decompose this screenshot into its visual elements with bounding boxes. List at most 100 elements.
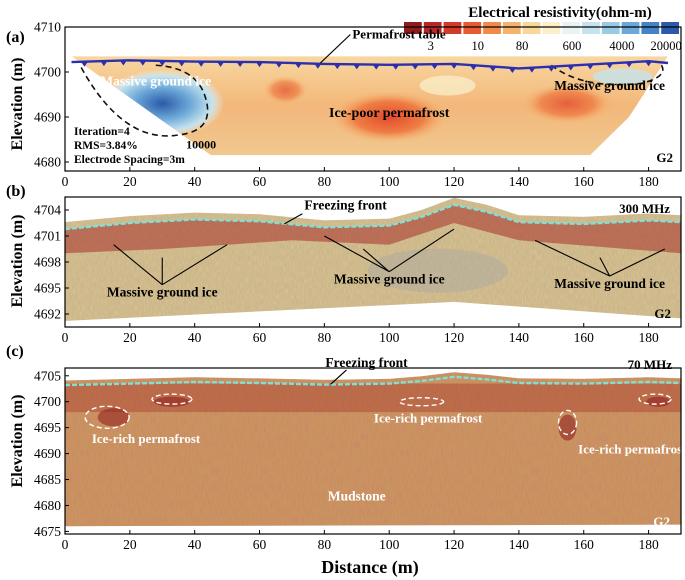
permafrost-table-marker xyxy=(314,63,322,69)
ice-rich-reflection xyxy=(153,396,190,407)
colorbar-cell xyxy=(404,22,422,34)
colorbar: Electrical resistivity(ohm-m) 3 10 80 600 40… xyxy=(404,5,682,53)
panel-b-site-label: G2 xyxy=(654,306,671,321)
colorbar-cell xyxy=(562,22,581,34)
ice-rich-reflection xyxy=(646,396,671,407)
colorbar-cell xyxy=(582,22,600,34)
y-tick-label: 4700 xyxy=(34,65,61,80)
x-tick-label: 120 xyxy=(444,537,465,552)
permafrost-table-marker xyxy=(119,60,127,66)
permafrost-table-marker xyxy=(158,60,166,66)
x-axis-label: Distance (m) xyxy=(321,557,418,578)
y-tick-label: 4704 xyxy=(34,203,61,218)
permafrost-table-marker xyxy=(256,62,264,68)
permafrost-table-marker xyxy=(431,64,439,70)
x-tick-label: 20 xyxy=(123,330,137,345)
permafrost-table-line xyxy=(71,59,669,70)
panel-c-plot-area: Freezing front Ice-rich permafrost Ice-ric… xyxy=(64,355,685,527)
panel-a-label: (a) xyxy=(6,29,25,46)
permafrost-table-marker xyxy=(333,64,341,70)
permafrost-table-marker xyxy=(625,62,633,68)
panel-a-axes: 0 20 40 60 80 100 120 140 160 180 4680 4690 4700 4710 xyxy=(34,20,682,189)
panel-a-plot-area: Permafrost table Massive ground ice Massiv… xyxy=(71,27,669,156)
x-tick-label: 40 xyxy=(188,537,202,552)
near-surface-reflections xyxy=(65,383,681,413)
permafrost-table-marker xyxy=(567,65,575,71)
colorbar-tick-labels: 3 10 80 600 4000 20000 xyxy=(428,39,682,53)
radargram-300mhz xyxy=(65,197,681,321)
x-tick-label: 40 xyxy=(188,174,202,189)
permafrost-table-marker xyxy=(178,61,186,67)
x-tick-label: 180 xyxy=(638,174,659,189)
freezing-front-line xyxy=(64,375,682,387)
annotation-ice-poor-permafrost: Ice-poor permafrost xyxy=(329,106,450,121)
colorbar-cell xyxy=(502,22,521,34)
y-tick-label: 4690 xyxy=(34,110,61,125)
permafrost-table-marker xyxy=(606,63,614,69)
permafrost-table-marker xyxy=(528,67,536,73)
annotation-freezing-front: Freezing front xyxy=(325,355,408,370)
colorbar-tick-label: 4000 xyxy=(609,39,634,53)
panel-c: (c) Freezing front Ice-rich permafrost Ice… xyxy=(6,343,685,552)
colorbar-cell xyxy=(601,22,620,34)
colorbar-cell xyxy=(463,22,482,34)
y-tick-label: 4695 xyxy=(34,281,61,296)
permafrost-table-marker xyxy=(236,61,244,67)
annotation-freezing-front: Freezing front xyxy=(304,198,387,213)
ice-rich-reflection xyxy=(97,408,130,427)
panel-b-label: (b) xyxy=(6,183,26,200)
y-tick-label: 4710 xyxy=(34,20,61,35)
annotation-arrow xyxy=(534,239,610,277)
panel-a-stat-iteration: Iteration=4 xyxy=(74,126,130,138)
panel-c-ylabel: Elevation (m) xyxy=(9,395,26,488)
y-tick-label: 4701 xyxy=(34,229,61,244)
annotation-arrow xyxy=(284,213,303,225)
axes-frame xyxy=(64,26,682,172)
colorbar-title: Electrical resistivity(ohm-m) xyxy=(468,5,651,21)
colorbar-cell xyxy=(483,22,501,34)
x-tick-label: 20 xyxy=(123,174,137,189)
panel-b-axes: 0 20 40 60 80 100 120 140 160 180 4692 4695 4698 4701… xyxy=(34,196,682,345)
panel-c-label: (c) xyxy=(6,343,24,360)
x-tick-label: 100 xyxy=(379,537,400,552)
ice-rich-outline xyxy=(84,405,130,429)
y-tick-label: 4692 xyxy=(34,307,61,322)
annotation-permafrost-table: Permafrost table xyxy=(352,27,445,42)
ice-rich-outline xyxy=(151,393,193,405)
annotation-ice-rich-permafrost: Ice-rich permafrost xyxy=(578,442,685,457)
x-tick-label: 120 xyxy=(444,330,465,345)
x-tick-label: 160 xyxy=(574,330,595,345)
ice-boundary-right xyxy=(550,64,664,86)
massive-ice-zone-right xyxy=(592,68,653,85)
panel-b-ylabel: Elevation (m) xyxy=(9,215,26,308)
annotation-arrow xyxy=(113,244,163,286)
colorbar-cells xyxy=(404,22,679,34)
x-tick-label: 140 xyxy=(509,174,530,189)
panel-c-site-label: G2 xyxy=(653,514,670,529)
panel-b-plot-area: Freezing front Massive ground ice Massive … xyxy=(64,197,682,321)
transition-zone xyxy=(419,75,476,96)
x-tick-label: 20 xyxy=(123,537,137,552)
y-tick-label: 4675 xyxy=(34,524,61,539)
ice-rich-outline xyxy=(638,393,672,405)
panel-a-stat-electrode-spacing: Electrode Spacing=3m xyxy=(74,154,185,166)
colorbar-cell xyxy=(522,22,541,34)
freezing-front-line xyxy=(64,203,682,231)
permafrost-table-marker xyxy=(197,61,205,67)
colorbar-tick-label: 10 xyxy=(472,39,485,53)
x-tick-label: 80 xyxy=(318,174,332,189)
ice-rich-outline xyxy=(398,397,445,407)
annotation-ice-rich-permafrost: Ice-rich permafrost xyxy=(374,410,483,425)
permafrost-table-marker xyxy=(80,61,88,67)
y-tick-label: 4690 xyxy=(34,446,61,461)
colorbar-tick-label: 20000 xyxy=(651,39,682,53)
colorbar-cell xyxy=(423,22,442,34)
x-tick-label: 180 xyxy=(638,330,659,345)
ice-rich-reflection xyxy=(558,414,577,441)
annotation-mudstone: Mudstone xyxy=(328,488,386,503)
annotation-massive-ground-ice: Massive ground ice xyxy=(107,285,218,300)
permafrost-table-marker xyxy=(392,64,400,70)
permafrost-table-marker xyxy=(139,60,147,66)
radargram-texture xyxy=(65,197,681,321)
